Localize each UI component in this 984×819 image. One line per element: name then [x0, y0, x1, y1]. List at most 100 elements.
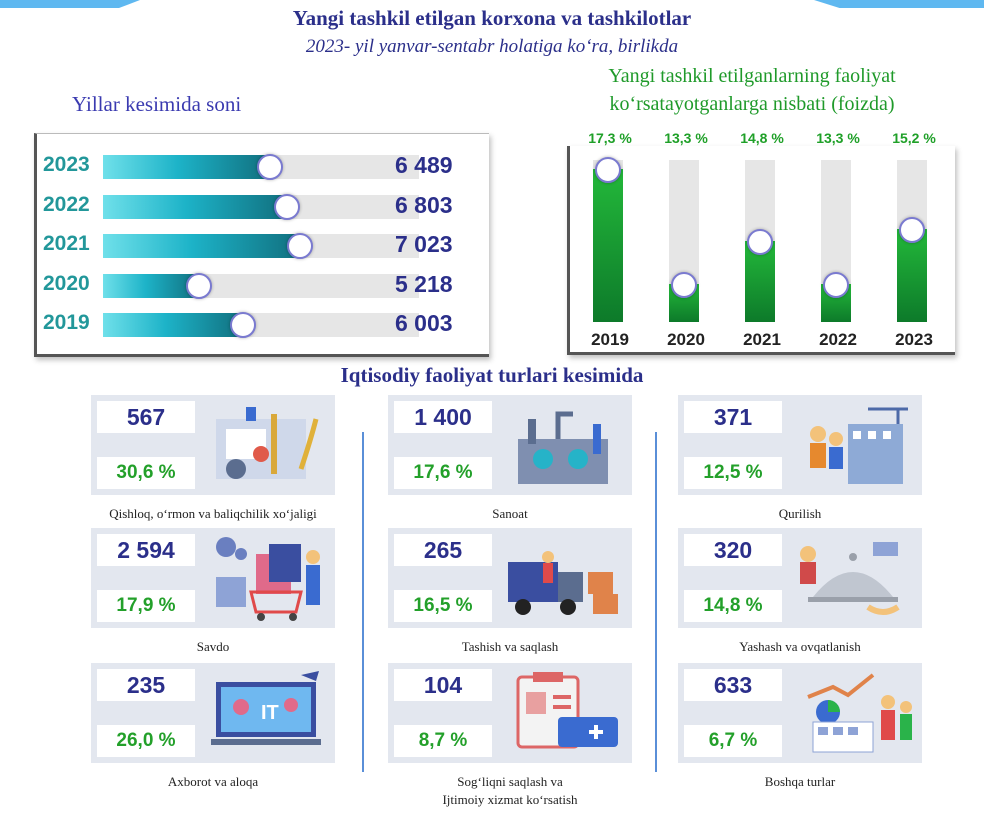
year-label: 2020 — [43, 271, 90, 295]
value-label: 6 803 — [395, 191, 453, 218]
bar-track — [593, 156, 623, 322]
sector-label: Savdo — [63, 638, 363, 656]
corner-decoration-right — [814, 0, 984, 8]
bar-knob — [899, 217, 925, 244]
bar-column: 13,3 % 2022 — [808, 130, 868, 352]
bar-row: 2020 5 218 — [37, 270, 489, 300]
value-label: 15,2 % — [892, 130, 936, 146]
sector-label: Qishloq, o‘rmon va baliqchilik xo‘jaligi — [63, 505, 363, 523]
sector-count: 1 400 — [394, 401, 492, 433]
value-label: 13,3 % — [664, 130, 708, 146]
year-label: 2023 — [43, 153, 90, 176]
sector-percent: 16,5 % — [394, 590, 492, 622]
sector-count: 265 — [394, 534, 492, 566]
sector-count: 567 — [97, 401, 195, 433]
sector-label: Boshqa turlar — [650, 773, 950, 791]
bar-column: 13,3 % 2020 — [656, 130, 716, 352]
bar-track — [103, 233, 419, 259]
years-chart-heading: Yillar kesimida soni — [72, 92, 242, 116]
year-label: 2022 — [43, 192, 90, 216]
bar-column: 14,8 % 2021 — [732, 130, 792, 352]
sector-card: 633 6,7 % — [678, 663, 922, 763]
corner-decoration-left — [0, 0, 140, 8]
bar — [103, 234, 299, 258]
sector-label: Axborot va aloqa — [63, 773, 363, 791]
value-label: 6 003 — [395, 310, 453, 336]
bar-knob — [186, 272, 213, 299]
bar-track — [669, 160, 699, 322]
bar — [593, 168, 623, 322]
shopping-icon — [201, 532, 331, 624]
section-heading: Iqtisodiy faoliyat turlari kesimida — [340, 363, 644, 387]
bar-track — [103, 193, 419, 220]
svg-text:IT: IT — [261, 702, 279, 724]
year-label: 2023 — [895, 330, 933, 349]
sector-count: 320 — [684, 534, 782, 566]
bar-row: 2019 6 003 — [37, 309, 489, 339]
sector-card: 235 26,0 % IT — [91, 663, 335, 763]
truck-icon — [498, 532, 628, 624]
value-label: 14,8 % — [740, 130, 784, 146]
sector-label-line: Qurilish — [778, 506, 822, 521]
sector-label: Tashish va saqlash — [360, 638, 660, 656]
ratio-chart-heading-line2: ko‘rsatayotganlarga nisbati (foizda) — [609, 93, 895, 115]
sector-count: 371 — [684, 401, 782, 433]
bar-track — [103, 154, 419, 180]
construction-icon — [788, 399, 918, 491]
sector-label-line: Boshqa turlar — [764, 774, 836, 789]
factory-icon — [498, 399, 628, 491]
years-bar-chart: 2023 6 489 2022 6 803 2021 7 023 2020 5 218 2019… — [34, 133, 489, 357]
bar-knob — [595, 156, 621, 183]
value-label: 13,3 % — [816, 130, 860, 146]
bar-knob — [256, 154, 283, 180]
bar-knob — [671, 272, 697, 299]
bar-knob — [229, 312, 256, 338]
bar-knob — [274, 193, 301, 220]
bar-track — [897, 160, 927, 322]
bar-track — [821, 160, 851, 322]
sector-count: 633 — [684, 669, 782, 701]
bar-track — [103, 272, 419, 299]
sector-percent: 12,5 % — [684, 457, 782, 489]
sector-percent: 30,6 % — [97, 457, 195, 489]
analytics-icon — [788, 667, 918, 759]
sector-percent: 8,7 % — [394, 725, 492, 757]
value-label: 17,3 % — [588, 130, 632, 146]
sector-label-line: Sanoat — [492, 506, 528, 521]
sector-percent: 17,9 % — [97, 590, 195, 622]
year-label: 2021 — [43, 232, 90, 255]
food-service-icon — [788, 532, 918, 624]
agriculture-icon — [201, 399, 331, 491]
sector-percent: 14,8 % — [684, 590, 782, 622]
sector-label-line: Yashash va ovqatlanish — [739, 639, 861, 654]
sector-card: 371 12,5 % — [678, 395, 922, 495]
ratio-chart-heading: Yangi tashkil etilganlarning faoliyat ko… — [552, 62, 952, 118]
sector-label-line: Qishloq, o‘rmon va baliqchilik xo‘jaligi — [109, 506, 317, 521]
ratio-chart-heading-line1: Yangi tashkil etilganlarning faoliyat — [608, 65, 896, 87]
sector-percent: 26,0 % — [97, 725, 195, 757]
sector-count: 2 594 — [97, 534, 195, 566]
bar — [103, 273, 199, 298]
bar — [103, 313, 242, 337]
medical-icon — [498, 667, 628, 759]
sector-label-line: Savdo — [196, 639, 230, 654]
sector-count: 104 — [394, 669, 492, 701]
page-subtitle: 2023- yil yanvar-sentabr holatiga ko‘ra,… — [305, 36, 679, 57]
sector-label-line: Sog‘liqni saqlash va — [457, 774, 563, 789]
bar-knob — [286, 233, 313, 259]
year-label: 2022 — [819, 330, 857, 349]
sector-card: 104 8,7 % — [388, 663, 632, 763]
ratio-bar-chart: 17,3 % 2019 13,3 % 2020 14,8 % 2021 13,3 % 2022… — [567, 130, 955, 355]
sector-label: Sog‘liqni saqlash va Ijtimoiy xizmat ko‘r… — [360, 773, 660, 809]
page-title: Yangi tashkil etilgan korxona va tashkil… — [292, 6, 692, 30]
sector-label-line: Axborot va aloqa — [167, 774, 259, 789]
bar-track — [103, 312, 419, 338]
bar-knob — [747, 229, 773, 255]
sector-label-line: Tashish va saqlash — [461, 639, 559, 654]
bar — [897, 229, 927, 322]
column-divider — [362, 432, 364, 772]
sector-label: Sanoat — [360, 505, 660, 523]
bar-track — [745, 160, 775, 322]
sector-card: 265 16,5 % — [388, 528, 632, 628]
bar — [103, 155, 269, 179]
